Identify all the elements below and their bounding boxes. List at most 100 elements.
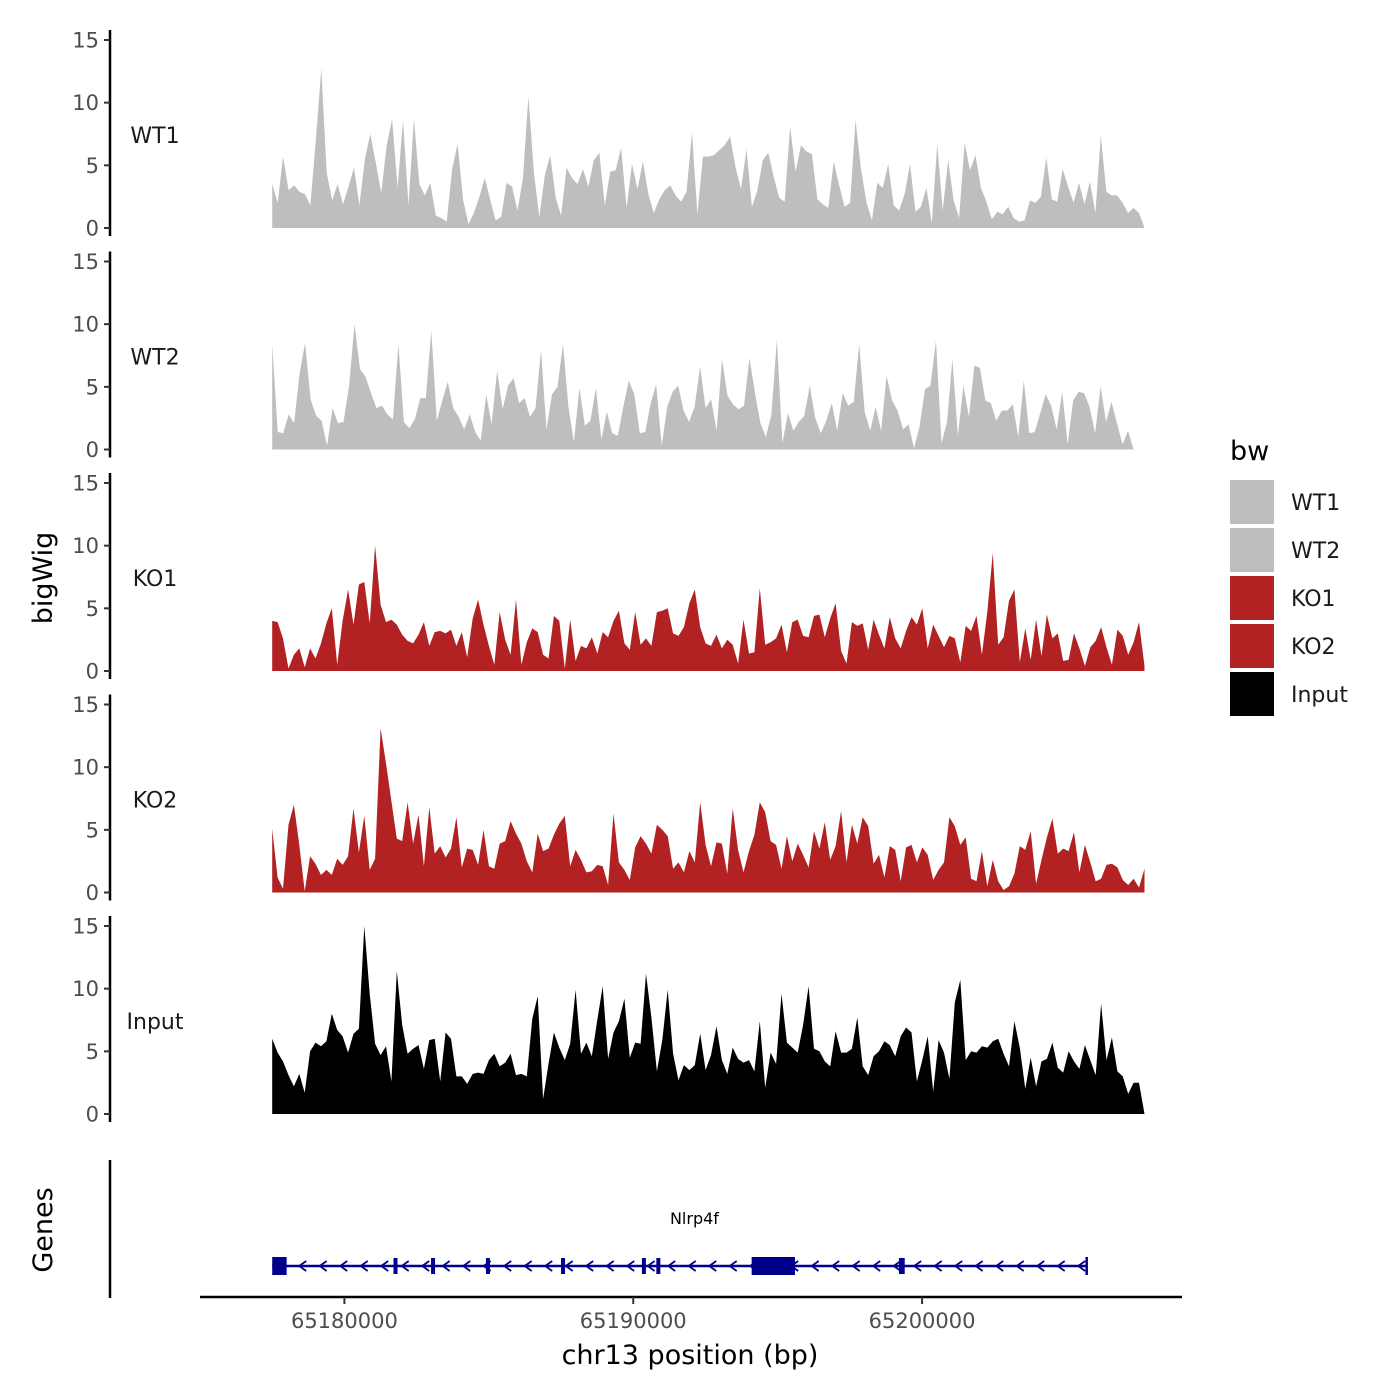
- track-ko1: 0 5 10 15 KO1: [72, 472, 1145, 684]
- y-tick-label: 5: [86, 154, 99, 178]
- legend-key-ko2: [1230, 624, 1274, 668]
- y-tick-label: 5: [86, 597, 99, 621]
- strand-chevron-icon: [523, 1260, 533, 1272]
- y-tick-label: 15: [72, 29, 99, 53]
- gene-exon: [751, 1257, 795, 1275]
- strand-chevron-icon: [318, 1260, 328, 1272]
- strand-chevron-icon: [871, 1260, 881, 1272]
- gene-exon: [656, 1258, 661, 1274]
- legend-key-wt1: [1230, 480, 1274, 524]
- legend-label-ko1: KO1: [1291, 587, 1336, 612]
- gene-label: Nlrp4f: [670, 1209, 719, 1228]
- track-label-wt2: WT2: [130, 346, 179, 371]
- track-label-ko2: KO2: [133, 789, 178, 814]
- signal-area-wt1: [272, 68, 1145, 228]
- strand-chevron-icon: [830, 1260, 840, 1272]
- legend-key-wt2: [1230, 528, 1274, 572]
- strand-chevron-icon: [810, 1260, 820, 1272]
- legend-label-wt2: WT2: [1291, 539, 1340, 564]
- y-tick-label: 15: [72, 915, 99, 939]
- track-label-input: Input: [127, 1010, 184, 1035]
- y-tick-label: 15: [72, 472, 99, 496]
- strand-chevron-icon: [502, 1260, 512, 1272]
- track-label-ko1: KO1: [133, 567, 178, 592]
- y-tick-label: 5: [86, 818, 99, 842]
- gene-exon: [485, 1258, 490, 1274]
- strand-chevron-icon: [359, 1260, 369, 1272]
- legend-key-ko1: [1230, 576, 1274, 620]
- strand-chevron-icon: [400, 1260, 410, 1272]
- y-tick-label: 5: [86, 375, 99, 399]
- signal-tracks: 0 5 10 15 WT1 0 5 10 15 WT2 0 5 10 15 KO1 0 5 10 15 KO2 0 5 10…: [72, 29, 1145, 1127]
- legend-label-wt1: WT1: [1291, 491, 1340, 516]
- y-tick-label: 10: [72, 977, 99, 1001]
- strand-chevron-icon: [420, 1260, 430, 1272]
- strand-chevron-icon: [297, 1260, 307, 1272]
- strand-chevron-icon: [666, 1260, 676, 1272]
- y-tick-label: 10: [72, 534, 99, 558]
- strand-chevron-icon: [851, 1260, 861, 1272]
- y-axis-title: bigWig: [28, 532, 59, 625]
- y-tick-label: 10: [72, 756, 99, 780]
- legend-label-input: Input: [1291, 683, 1348, 708]
- y-tick-label: 5: [86, 1040, 99, 1064]
- strand-chevron-icon: [687, 1260, 697, 1272]
- gene-exon: [393, 1258, 398, 1274]
- y-tick-label: 0: [86, 1103, 99, 1127]
- track-wt2: 0 5 10 15 WT2: [72, 250, 1145, 462]
- y-tick-label: 15: [72, 250, 99, 274]
- y-tick-label: 10: [72, 91, 99, 115]
- strand-chevron-icon: [461, 1260, 471, 1272]
- gene-exon: [561, 1258, 566, 1274]
- gene-exon: [431, 1258, 436, 1274]
- x-axis-title: chr13 position (bp): [562, 1340, 819, 1371]
- y-tick-label: 0: [86, 660, 99, 684]
- strand-chevron-icon: [1035, 1260, 1045, 1272]
- strand-chevron-icon: [974, 1260, 984, 1272]
- y-tick-label: 15: [72, 693, 99, 717]
- strand-chevron-icon: [584, 1260, 594, 1272]
- signal-area-ko1: [272, 545, 1145, 671]
- legend-title: bw: [1230, 436, 1269, 467]
- x-tick-label: 65200000: [869, 1309, 976, 1333]
- strand-chevron-icon: [1056, 1260, 1066, 1272]
- track-label-wt1: WT1: [130, 124, 179, 149]
- strand-chevron-icon: [953, 1260, 963, 1272]
- signal-area-wt2: [272, 324, 1145, 450]
- y-tick-label: 0: [86, 438, 99, 462]
- strand-chevron-icon: [912, 1260, 922, 1272]
- strand-chevron-icon: [379, 1260, 389, 1272]
- track-ko2: 0 5 10 15 KO2: [72, 693, 1145, 905]
- y-tick-label: 10: [72, 313, 99, 337]
- legend-key-input: [1230, 672, 1274, 716]
- legend-label-ko2: KO2: [1291, 635, 1336, 660]
- signal-area-ko2: [272, 728, 1145, 893]
- strand-chevron-icon: [605, 1260, 615, 1272]
- x-axis: 65180000 65190000 65200000: [200, 1295, 1182, 1333]
- strand-chevron-icon: [892, 1260, 902, 1272]
- strand-chevron-icon: [1015, 1260, 1025, 1272]
- genes-axis-title: Genes: [28, 1187, 59, 1272]
- track-wt1: 0 5 10 15 WT1: [72, 29, 1145, 241]
- y-tick-label: 0: [86, 217, 99, 241]
- strand-chevron-icon: [728, 1260, 738, 1272]
- legend: bw WT1 WT2 KO1 KO2 Input: [1230, 436, 1348, 716]
- strand-chevron-icon: [1076, 1260, 1086, 1272]
- strand-chevron-icon: [625, 1260, 635, 1272]
- strand-chevron-icon: [441, 1260, 451, 1272]
- strand-chevron-icon: [338, 1260, 348, 1272]
- signal-area-input: [272, 926, 1145, 1114]
- gene-exon: [898, 1258, 905, 1274]
- strand-chevron-icon: [646, 1260, 656, 1272]
- strand-chevron-icon: [707, 1260, 717, 1272]
- genes-panel: Nlrp4f: [108, 1160, 1088, 1298]
- strand-chevron-icon: [994, 1260, 1004, 1272]
- track-input: 0 5 10 15 Input: [72, 915, 1145, 1127]
- strand-chevron-icon: [543, 1260, 553, 1272]
- x-tick-label: 65180000: [291, 1309, 398, 1333]
- y-tick-label: 0: [86, 881, 99, 905]
- strand-chevron-icon: [933, 1260, 943, 1272]
- x-tick-label: 65190000: [580, 1309, 687, 1333]
- gene-exon: [641, 1258, 646, 1274]
